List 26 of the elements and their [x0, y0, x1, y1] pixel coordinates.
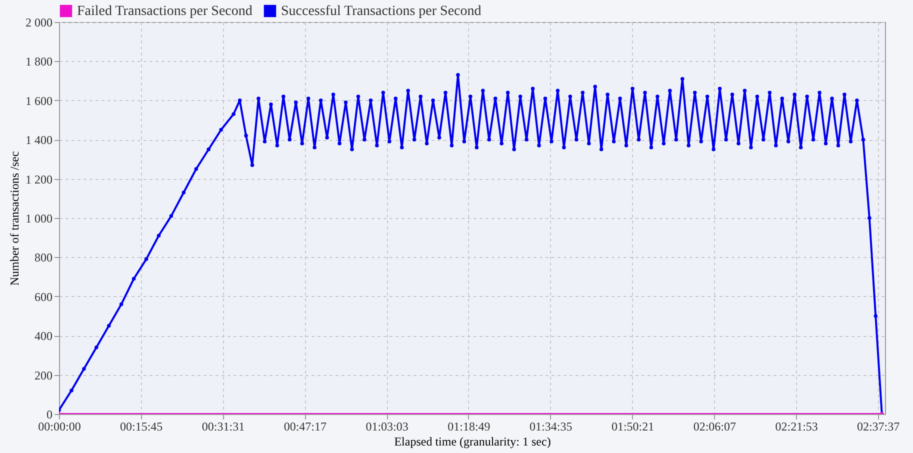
x-tick-label: 01:50:21: [611, 420, 654, 434]
y-tick-label: 200: [34, 368, 52, 382]
legend-label: Failed Transactions per Second: [77, 4, 252, 19]
x-tick-label: 00:47:17: [284, 420, 326, 434]
x-tick-label: 01:34:35: [530, 420, 572, 434]
y-tick-label: 1 000: [26, 212, 52, 226]
y-tick-label: 1 400: [26, 133, 52, 148]
y-axis-title: Number of transactions /sec: [8, 151, 22, 286]
y-tick-label: 1 600: [26, 94, 52, 108]
x-tick-label: 00:00:00: [38, 420, 81, 434]
legend-label: Successful Transactions per Second: [281, 4, 482, 19]
x-tick-label: 02:06:07: [693, 420, 736, 434]
x-tick-label: 02:37:37: [856, 420, 900, 434]
y-tick-label: 800: [34, 250, 52, 265]
x-axis-title: Elapsed time (granularity: 1 sec): [394, 434, 551, 448]
x-tick-label: 01:18:49: [448, 420, 490, 434]
y-tick-label: 1 200: [26, 172, 52, 186]
y-tick-label: 1 800: [26, 54, 52, 69]
y-tick-label: 0: [46, 408, 52, 422]
y-tick-label: 2 000: [26, 16, 52, 30]
x-tick-label: 00:31:31: [202, 420, 245, 434]
x-tick-label: 01:03:03: [366, 420, 408, 434]
y-tick-label: 600: [34, 290, 52, 304]
x-tick-label: 00:15:45: [120, 420, 163, 434]
x-tick-label: 02:21:53: [775, 420, 818, 434]
y-tick-label: 400: [34, 329, 52, 344]
